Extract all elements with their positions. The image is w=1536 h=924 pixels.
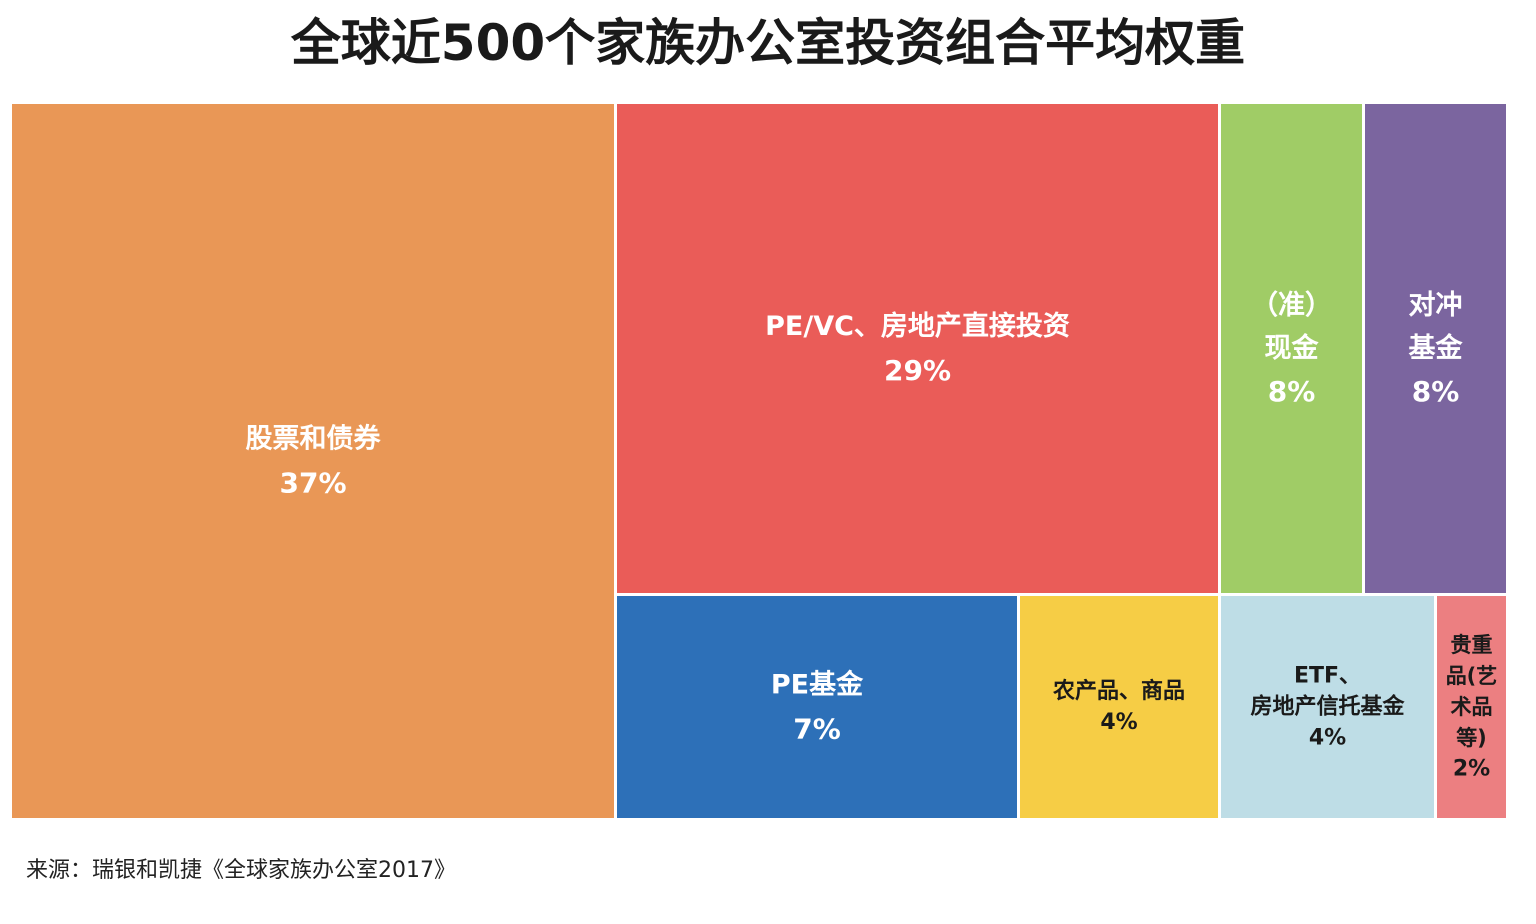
tile-4-label-line-0: PE基金 bbox=[771, 669, 864, 701]
tile-3-rect bbox=[1365, 104, 1506, 593]
tile-7-value-label: 2% bbox=[1453, 757, 1490, 782]
tile-2-label-line-1: 现金 bbox=[1265, 332, 1320, 364]
tile-2-value-label: 8% bbox=[1268, 375, 1316, 408]
tile-6-label-line-1: 房地产信托基金 bbox=[1250, 694, 1405, 720]
tile-2-rect bbox=[1221, 104, 1362, 593]
tile-1-value-label: 29% bbox=[884, 354, 951, 387]
tile-4-rect bbox=[617, 596, 1017, 818]
tile-0-rect bbox=[12, 104, 614, 818]
tile-1-label-line-0: PE/VC、房地产直接投资 bbox=[765, 311, 1070, 342]
tile-3-label-line-0: 对冲 bbox=[1409, 290, 1463, 321]
tile-2-label-line-0: （准） bbox=[1251, 290, 1332, 321]
tile-0-value-label: 37% bbox=[279, 467, 346, 500]
tile-3-value-label: 8% bbox=[1412, 375, 1460, 408]
tile-7-label-line-3: 等) bbox=[1456, 726, 1487, 750]
tile-6-value-label: 4% bbox=[1309, 726, 1346, 751]
tile-6-rect bbox=[1221, 596, 1434, 818]
tile-4-value-label: 7% bbox=[793, 713, 841, 746]
source-note: 来源：瑞银和凯捷《全球家族办公室2017》 bbox=[26, 858, 456, 883]
tile-0-label-line-0: 股票和债券 bbox=[246, 423, 382, 455]
tile-5-label-line-0: 农产品、商品 bbox=[1052, 678, 1185, 704]
tile-7-label-line-2: 术品 bbox=[1451, 695, 1493, 719]
chart-title: 全球近500个家族办公室投资组合平均权重 bbox=[290, 14, 1246, 72]
tile-3-label-line-1: 基金 bbox=[1409, 332, 1464, 364]
tile-7-rect bbox=[1437, 596, 1506, 818]
tile-5-value-label: 4% bbox=[1100, 710, 1137, 735]
tile-1-rect bbox=[617, 104, 1218, 593]
tile-7-label-line-1: 品(艺 bbox=[1446, 664, 1498, 688]
tile-6-label-line-0: ETF、 bbox=[1294, 664, 1361, 689]
tile-7-label-line-0: 贵重 bbox=[1451, 633, 1493, 657]
tile-5-rect bbox=[1020, 596, 1218, 818]
